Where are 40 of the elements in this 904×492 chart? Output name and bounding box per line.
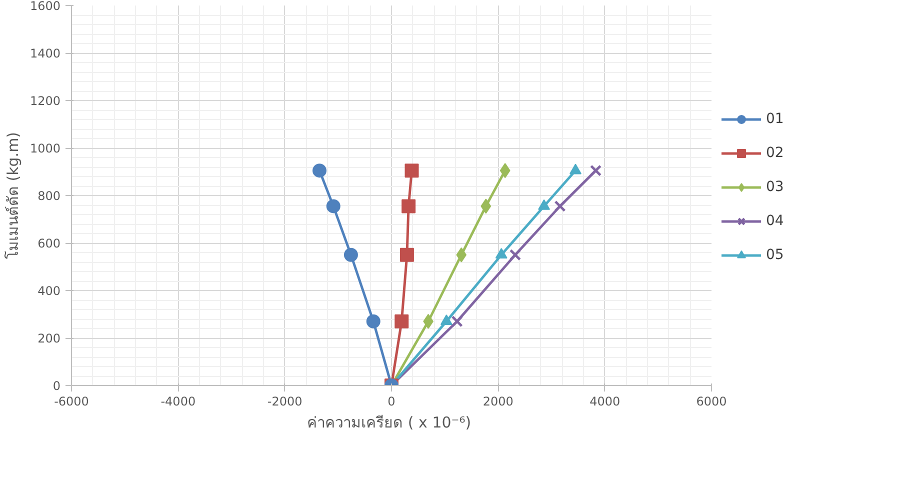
point	[495, 248, 508, 259]
point	[451, 316, 463, 328]
legend-label: 03	[766, 179, 785, 195]
y-tick-label: 1200	[30, 94, 61, 108]
legend-label: 05	[766, 247, 785, 263]
x-tick-label: 6000	[696, 394, 727, 408]
x-axis-title: ค่าความเครียด ( x 10⁻⁶)	[307, 414, 472, 432]
y-tick-label: 1400	[30, 46, 61, 60]
y-tick-label: 1000	[30, 142, 61, 156]
legend-label: 02	[766, 145, 785, 161]
y-tick-label: 800	[38, 189, 60, 203]
point	[590, 164, 602, 176]
y-tick-label: 400	[38, 284, 60, 298]
x-tick-label: -6000	[54, 394, 89, 408]
point	[509, 249, 522, 261]
x-tick-label: 2000	[482, 394, 514, 408]
point	[400, 248, 414, 262]
y-tick-label: 0	[52, 379, 61, 393]
y-tick-label: 600	[38, 236, 60, 250]
point	[480, 198, 492, 214]
y-axis-title: โมเมนต์ดัด (kg.m)	[4, 132, 22, 260]
point	[344, 248, 358, 262]
point	[326, 199, 340, 214]
legend-label: 04	[766, 213, 785, 229]
point	[500, 163, 510, 178]
point	[440, 314, 452, 326]
point	[456, 247, 467, 262]
point	[402, 199, 416, 214]
x-tick-label: 0	[388, 394, 396, 408]
x-tick-label: -2000	[267, 394, 302, 408]
x-tick-label: -4000	[160, 394, 196, 408]
point	[394, 314, 409, 328]
y-tick-label: 1600	[30, 0, 61, 13]
x-tick-label: 4000	[590, 394, 620, 408]
y-tick-label: 200	[38, 332, 60, 346]
point	[312, 164, 326, 178]
point	[366, 314, 380, 328]
point	[554, 200, 566, 212]
point	[404, 164, 419, 178]
legend-label: 01	[766, 111, 785, 127]
